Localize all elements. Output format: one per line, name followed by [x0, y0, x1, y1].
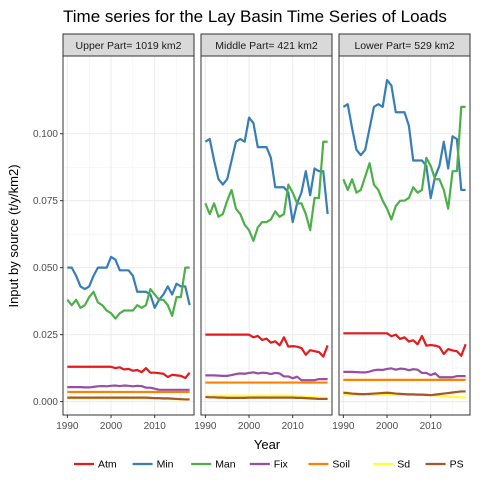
legend-label: Soil: [332, 459, 350, 471]
legend-item-man: Man: [191, 459, 236, 471]
facet-panel: Lower Part= 529 km2: [338, 33, 471, 416]
legend-item-min: Min: [132, 459, 174, 471]
legend: Atm Min Man Fix Soil Sd PS: [74, 459, 464, 471]
legend-label: PS: [450, 459, 464, 471]
y-tick-label: 0.025: [33, 330, 58, 341]
series-line-ps: [205, 395, 328, 401]
y-axis: 0.000 0.025 0.050 0.075 0.100: [33, 129, 63, 408]
legend-item-fix: Fix: [249, 459, 289, 471]
series-line-ps: [343, 390, 466, 397]
facet-panel: Middle Part= 421 km2: [200, 33, 333, 416]
facet-panels: Upper Part= 1019 km2 Middle Part= 421 km2…: [62, 33, 471, 416]
y-axis-title: Input by source (t/y/km2): [6, 164, 21, 307]
facet-label: Middle Part= 421 km2: [215, 40, 318, 52]
series-line-fix: [67, 384, 190, 391]
panel-background: [201, 56, 332, 415]
legend-item-atm: Atm: [74, 459, 117, 471]
x-tick-label: 1990: [332, 421, 355, 432]
panel-background: [63, 56, 194, 415]
x-tick-label: 2000: [238, 421, 261, 432]
x-axis: 1990 2000 2010 1990 2000 2010 1990 2000 2010: [56, 415, 442, 432]
chart-title: Time series for the Lay Basin Time Serie…: [63, 7, 447, 26]
x-tick-label: 2000: [100, 421, 123, 432]
series-line-min: [342, 79, 466, 200]
series-line-atm: [343, 332, 467, 357]
x-tick-label: 2000: [376, 421, 399, 432]
series-line-min: [67, 255, 191, 309]
x-axis-title: Year: [254, 437, 281, 452]
x-tick-label: 2010: [420, 421, 443, 432]
legend-label: Atm: [98, 459, 117, 471]
y-tick-label: 0.000: [33, 397, 58, 408]
series-line-man: [342, 105, 466, 221]
y-tick-label: 0.100: [33, 129, 58, 140]
series-line-atm: [205, 333, 329, 358]
facet-label: Upper Part= 1019 km2: [76, 40, 182, 52]
facet-panel: Upper Part= 1019 km2: [62, 33, 195, 416]
y-tick-label: 0.050: [33, 263, 58, 274]
legend-label: Min: [157, 459, 174, 471]
facet-strip: [338, 33, 471, 57]
series-line-fix: [343, 367, 466, 379]
series-line-man: [204, 140, 328, 242]
legend-item-ps: PS: [425, 459, 464, 471]
x-tick-label: 1990: [56, 421, 79, 432]
legend-item-soil: Soil: [308, 459, 350, 471]
legend-item-sd: Sd: [373, 459, 410, 471]
legend-label: Sd: [397, 459, 410, 471]
series-line-min: [204, 116, 329, 224]
series-line-man: [66, 266, 190, 320]
facet-strip: [200, 33, 333, 57]
series-line-sd: [205, 394, 328, 399]
y-tick-label: 0.075: [33, 196, 58, 207]
x-tick-label: 2010: [282, 421, 305, 432]
x-tick-label: 2010: [144, 421, 167, 432]
series-line-ps: [67, 396, 190, 401]
legend-label: Fix: [274, 459, 289, 471]
panel-background: [339, 56, 470, 415]
series-line-atm: [67, 365, 191, 380]
facet-strip: [62, 33, 195, 57]
legend-label: Man: [215, 459, 236, 471]
facet-label: Lower Part= 529 km2: [354, 40, 454, 52]
series-line-fix: [205, 371, 328, 382]
x-tick-label: 1990: [194, 421, 217, 432]
